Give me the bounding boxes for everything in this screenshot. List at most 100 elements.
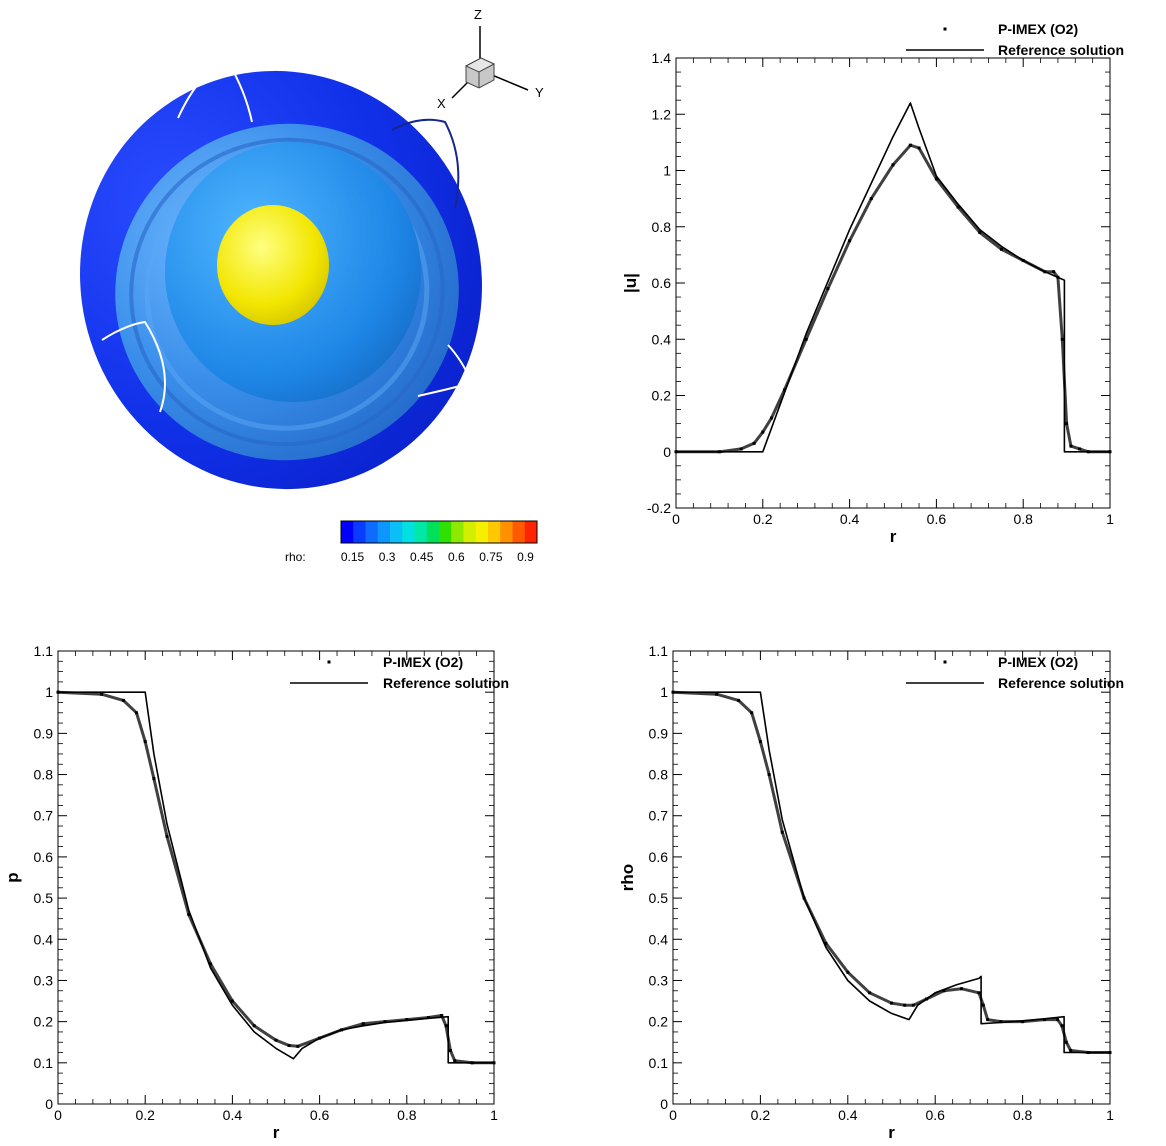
data-point — [750, 711, 754, 715]
x-axis-title: r — [888, 1123, 895, 1142]
data-point — [804, 337, 808, 341]
numerical-solution-band — [672, 690, 1110, 1054]
colorbar-swatch — [402, 521, 415, 543]
legend-entry-numerical: P-IMEX (O2) — [998, 654, 1078, 670]
y-tick-label: 1.2 — [652, 106, 672, 122]
colorbar-label: rho: — [285, 550, 306, 564]
data-point — [903, 1003, 907, 1007]
colorbar-swatch — [353, 521, 366, 543]
colorbar-swatch — [414, 521, 428, 543]
legend: P-IMEX (O2) Reference solution — [906, 21, 1124, 58]
x-tick-label: 0.4 — [838, 1107, 858, 1123]
x-tick-label: 0.2 — [753, 511, 773, 527]
x-tick-label: 1 — [1106, 511, 1114, 527]
x-axis-title: r — [890, 527, 897, 546]
x-tick-label: 0.8 — [397, 1107, 417, 1123]
colorbar-swatch — [488, 521, 501, 543]
triad-x-label: X — [437, 96, 446, 111]
data-point — [908, 143, 912, 147]
data-point — [448, 1048, 452, 1052]
y-axis-title: p — [3, 872, 22, 882]
y-tick-label: 0.6 — [649, 849, 669, 865]
reference-solution-line — [676, 102, 1110, 453]
data-point — [252, 1024, 256, 1028]
y-tick-label: 0.3 — [649, 972, 669, 988]
data-point — [1056, 1018, 1060, 1022]
colorbar-swatch — [390, 521, 403, 543]
y-tick-label: 0.5 — [34, 890, 54, 906]
y-tick-label: 0.1 — [34, 1055, 54, 1071]
data-point — [453, 1059, 457, 1063]
cut-line-right — [417, 344, 474, 397]
y-axis-title: rho — [618, 864, 637, 891]
legend-entry-reference: Reference solution — [998, 675, 1124, 691]
data-point — [978, 230, 982, 234]
colorbar-tick-label: 0.75 — [479, 550, 503, 564]
data-point — [917, 146, 921, 150]
data-point — [287, 1044, 291, 1048]
data-point — [444, 1024, 448, 1028]
x-tick-label: 1 — [1106, 1107, 1114, 1123]
y-tick-label: 0.4 — [649, 931, 669, 947]
colorbar-tick-label: 0.15 — [341, 550, 365, 564]
density-isosurface-render — [80, 60, 482, 490]
data-point — [1064, 1040, 1068, 1044]
legend-marker-symbol — [943, 660, 947, 664]
numerical-solution-band — [676, 143, 1110, 454]
y-tick-label: 1.1 — [649, 643, 669, 659]
pressure-chart: 0 0.2 0.4 0.6 0.8 1 0 0.1 0.2 0.3 0.4 0.5 0.6 0.7 0.8 0… — [3, 643, 509, 1142]
density-chart: 0 0.2 0.4 0.6 0.8 1 0 0.1 0.2 0.3 0.4 0.5 0.6 0.7 0.8 0… — [618, 643, 1124, 1142]
shell-ripple-1 — [129, 137, 445, 447]
data-point — [868, 991, 872, 995]
reference-solution-line — [673, 691, 1110, 1054]
triad-y-label: Y — [535, 85, 544, 100]
y-tick-label: 0.9 — [34, 725, 54, 741]
y-tick-label: 0.6 — [652, 275, 672, 291]
data-point — [440, 1013, 444, 1017]
y-tick-label: 0.2 — [652, 388, 672, 404]
y-tick-label: 0 — [660, 1096, 668, 1112]
x-tick-label: 0.6 — [927, 511, 947, 527]
data-point — [942, 989, 946, 993]
x-tick-label: 0.6 — [925, 1107, 945, 1123]
data-point — [737, 698, 741, 702]
data-point — [1069, 444, 1073, 448]
y-tick-label: 0.8 — [649, 767, 669, 783]
legend-entry-reference: Reference solution — [998, 42, 1124, 58]
x-tick-label: 0 — [672, 511, 680, 527]
legend-entry-reference: Reference solution — [383, 675, 509, 691]
data-point — [134, 711, 138, 715]
x-tick-label: 0 — [669, 1107, 677, 1123]
x-tick-label: 0.8 — [1013, 511, 1033, 527]
x-tick-label: 0.8 — [1013, 1107, 1033, 1123]
legend-marker-symbol — [943, 27, 947, 31]
plot-frame — [57, 650, 495, 1105]
data-point — [361, 1022, 365, 1026]
x-tick-label: 1 — [490, 1107, 498, 1123]
y-tick-label: 0.4 — [34, 931, 54, 947]
colorbar-swatch — [439, 521, 452, 543]
data-point — [783, 388, 786, 392]
data-point — [780, 830, 784, 834]
data-point — [934, 177, 938, 181]
data-point — [769, 416, 773, 420]
legend-marker-symbol — [327, 660, 331, 664]
triad-z-label: Z — [474, 7, 482, 22]
data-point — [230, 999, 234, 1003]
data-point — [1069, 1048, 1073, 1052]
data-point — [846, 970, 850, 974]
cut-line-left — [101, 320, 166, 413]
data-point — [826, 287, 830, 291]
y-tick-label: 0.2 — [649, 1014, 669, 1030]
data-point — [890, 1001, 893, 1005]
data-point — [165, 834, 169, 838]
colorbar-tick-label: 0.45 — [410, 550, 434, 564]
y-tick-label: 1 — [45, 684, 53, 700]
data-point — [869, 197, 873, 201]
data-point — [383, 1020, 387, 1024]
data-point — [296, 1044, 300, 1048]
data-point — [891, 163, 895, 167]
y-tick-label: 0.9 — [649, 725, 669, 741]
x-tick-label: 0.2 — [751, 1107, 771, 1123]
